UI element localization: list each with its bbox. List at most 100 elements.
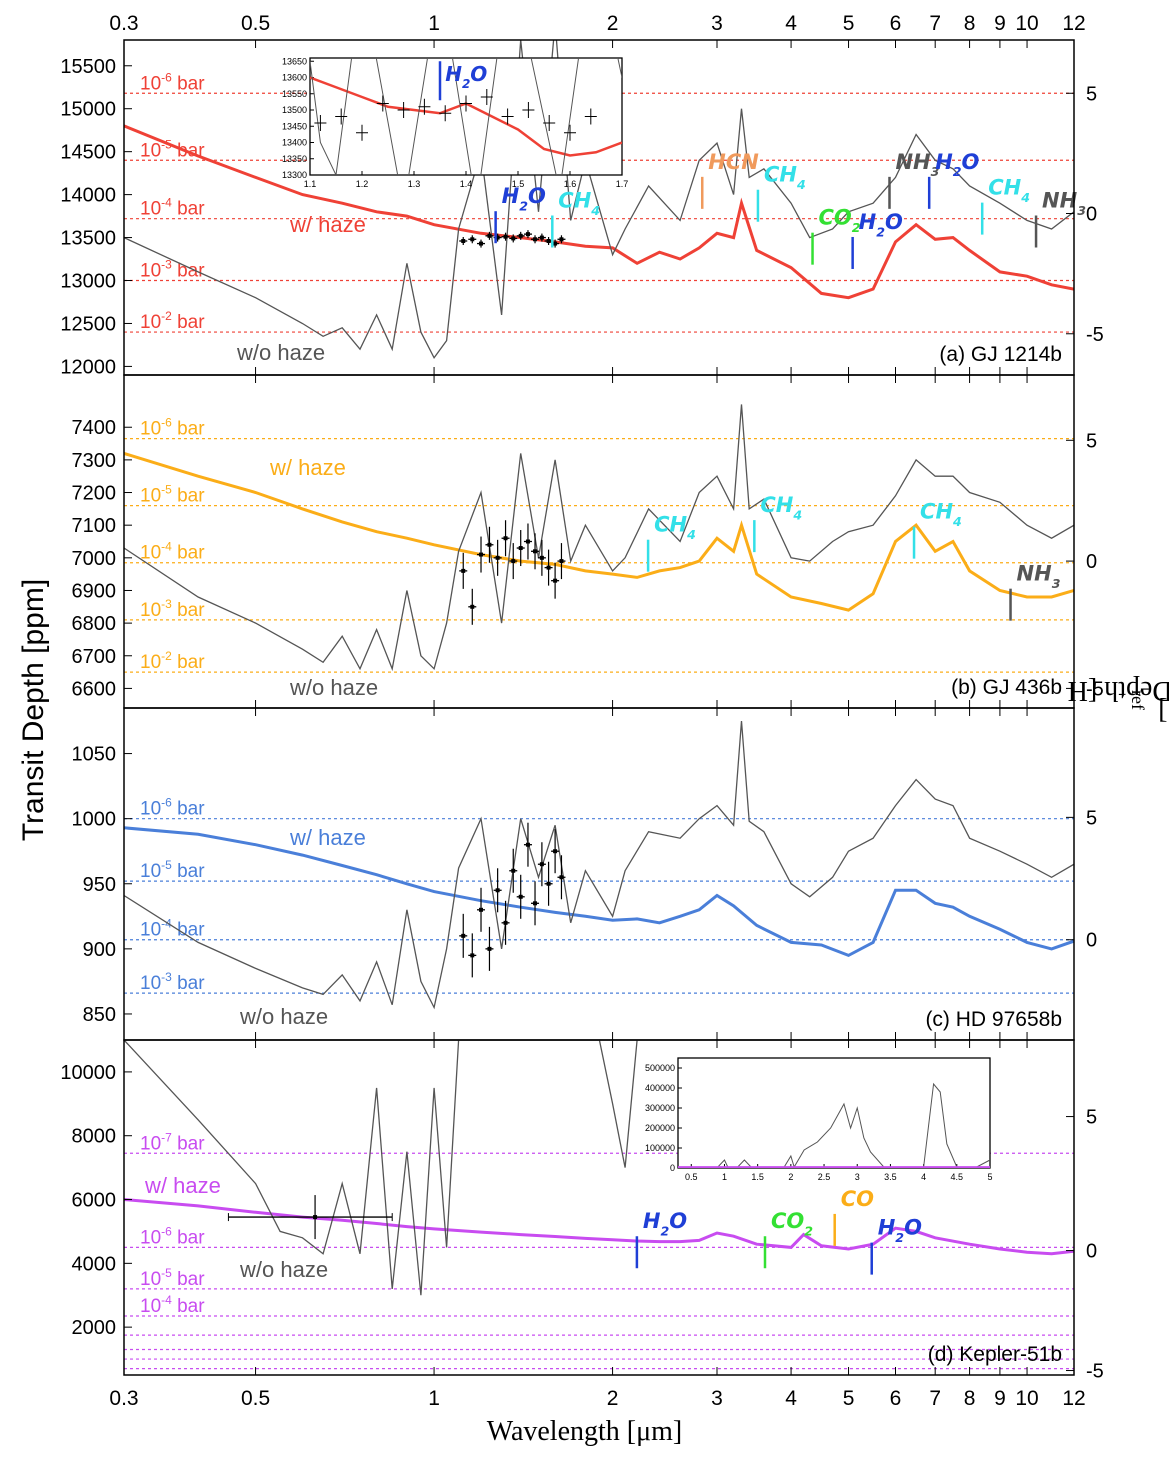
data-point bbox=[485, 231, 494, 240]
inset-y-tick-label: 13350 bbox=[282, 154, 307, 164]
pressure-base: 10 bbox=[140, 652, 161, 673]
inset-x-tick-label: 1.4 bbox=[460, 179, 473, 189]
x-tick-label-top: 9 bbox=[994, 12, 1006, 35]
data-point-marker bbox=[518, 546, 523, 551]
pressure-unit: bar bbox=[172, 199, 205, 220]
molecule-label: CO2 bbox=[819, 206, 861, 235]
series-line-with-haze bbox=[124, 826, 1074, 958]
molecule-label-sub: 4 bbox=[1020, 190, 1030, 205]
data-point bbox=[537, 539, 546, 576]
molecule-label-sub: 3 bbox=[931, 164, 940, 179]
data-point-marker bbox=[461, 239, 466, 243]
x-tick-label-top: 0.3 bbox=[109, 12, 138, 35]
x-tick-label-bottom: 8 bbox=[964, 1387, 976, 1410]
inset-frame bbox=[309, 57, 623, 176]
inset-x-tick-label: 1 bbox=[722, 1172, 727, 1182]
molecule-label-tail: O bbox=[962, 150, 980, 174]
x-tick-label-bottom: 6 bbox=[890, 1387, 902, 1410]
x-tick-label-bottom: 0.3 bbox=[109, 1387, 138, 1410]
pressure-exp: -4 bbox=[161, 1293, 172, 1307]
molecule-label: CO2 bbox=[771, 1209, 813, 1238]
x-tick-label-top: 8 bbox=[964, 12, 976, 35]
pressure-unit: bar bbox=[172, 973, 205, 994]
pressure-level-label: 10-4 bar bbox=[140, 196, 205, 220]
data-point bbox=[537, 233, 546, 242]
molecule-label-sub: 2 bbox=[852, 220, 861, 235]
data-point-marker bbox=[495, 235, 500, 240]
molecule-label-main: NH bbox=[1017, 562, 1053, 586]
y-tick-label: 10000 bbox=[60, 1062, 116, 1084]
molecule-label-sub: 4 bbox=[590, 203, 600, 218]
panel-label: (a) GJ 1214b bbox=[939, 343, 1062, 366]
data-point-marker bbox=[518, 233, 523, 238]
inset-x-tick-label: 1.2 bbox=[356, 179, 369, 189]
molecule-label: NH3 bbox=[1042, 189, 1086, 218]
data-point-marker bbox=[479, 907, 484, 912]
molecule-label-sub: 4 bbox=[796, 177, 806, 192]
inset-y-tick-label: 200000 bbox=[645, 1123, 675, 1133]
pressure-base: 10 bbox=[140, 312, 161, 333]
panel-frame bbox=[123, 374, 1075, 709]
data-point bbox=[523, 523, 532, 560]
inset-y-tick-label: 13650 bbox=[282, 56, 307, 66]
molecule-label: CH4 bbox=[988, 176, 1030, 205]
pressure-exp: -4 bbox=[161, 540, 172, 554]
data-point-marker bbox=[470, 604, 475, 609]
y-tick-label: 7000 bbox=[72, 548, 117, 570]
y-axis-title-right-main: Transit Depth [H bbox=[1067, 675, 1169, 707]
molecule-label: H2O bbox=[878, 1216, 922, 1245]
series-label-without-haze: w/o haze bbox=[239, 1257, 328, 1282]
inset-y-tick-label: 13600 bbox=[282, 73, 307, 83]
y-tick-label: 12500 bbox=[60, 313, 116, 335]
inset-y-tick-label: 13300 bbox=[282, 170, 307, 180]
inset-x-tick-label: 1.1 bbox=[304, 179, 317, 189]
series-line-with-haze bbox=[124, 1198, 1074, 1256]
inset-x-tick-label: 1.7 bbox=[616, 179, 629, 189]
pressure-base: 10 bbox=[140, 199, 161, 220]
pressure-base: 10 bbox=[140, 73, 161, 94]
molecule-label-main: CH bbox=[654, 513, 687, 537]
molecule-label-main: CH bbox=[988, 176, 1021, 200]
molecule-label: CH4 bbox=[920, 500, 962, 529]
inset-x-tick-label: 3.5 bbox=[884, 1172, 897, 1182]
data-point bbox=[468, 933, 477, 978]
pressure-level-label: 10-4 bar bbox=[140, 1293, 205, 1317]
inset-x-tick-label: 1.6 bbox=[564, 179, 577, 189]
y-tick-label: 6900 bbox=[72, 580, 117, 602]
data-point-marker bbox=[495, 888, 500, 893]
y-right-tick-label: 5 bbox=[1086, 807, 1097, 829]
series-group bbox=[124, 404, 1074, 672]
molecule-label-sub: 3 bbox=[1077, 203, 1086, 218]
x-tick-label-top: 1 bbox=[428, 12, 440, 35]
x-tick-label-bottom: 0.5 bbox=[241, 1387, 270, 1410]
pressure-exp: -3 bbox=[161, 970, 172, 984]
pressure-unit: bar bbox=[172, 799, 205, 820]
pressure-base: 10 bbox=[140, 1296, 161, 1317]
panel-label: (d) Kepler-51b bbox=[928, 1343, 1062, 1366]
y-right-tick-label: 0 bbox=[1086, 1241, 1097, 1263]
data-point-marker bbox=[539, 235, 544, 240]
y-tick-label: 6700 bbox=[72, 646, 117, 668]
y-tick-label: 8000 bbox=[72, 1126, 117, 1148]
data-point bbox=[544, 861, 553, 906]
y-tick-label: 6000 bbox=[72, 1190, 117, 1212]
series-line-without-haze bbox=[124, 40, 1074, 360]
x-tick-label-top: 0.5 bbox=[241, 12, 270, 35]
molecule-label: H2O bbox=[859, 210, 903, 239]
data-point bbox=[459, 552, 468, 589]
x-tick-label-top: 10 bbox=[1015, 12, 1038, 35]
x-tick-label-top: 6 bbox=[890, 12, 902, 35]
data-point bbox=[557, 543, 566, 580]
data-point-marker bbox=[503, 536, 508, 541]
inset-x-tick-label: 0.5 bbox=[685, 1172, 698, 1182]
inset-y-tick-label: 13550 bbox=[282, 89, 307, 99]
data-point bbox=[468, 235, 477, 244]
data-point bbox=[485, 526, 494, 563]
series-line-with-haze bbox=[124, 451, 1074, 612]
inset-y-tick-label: 500000 bbox=[645, 1063, 675, 1073]
y-axis-title-left-text: Transit Depth [ppm] bbox=[17, 578, 50, 842]
pressure-base: 10 bbox=[140, 486, 161, 507]
data-point bbox=[523, 822, 532, 867]
data-point-marker bbox=[546, 565, 551, 570]
inset-series bbox=[678, 1082, 990, 1168]
